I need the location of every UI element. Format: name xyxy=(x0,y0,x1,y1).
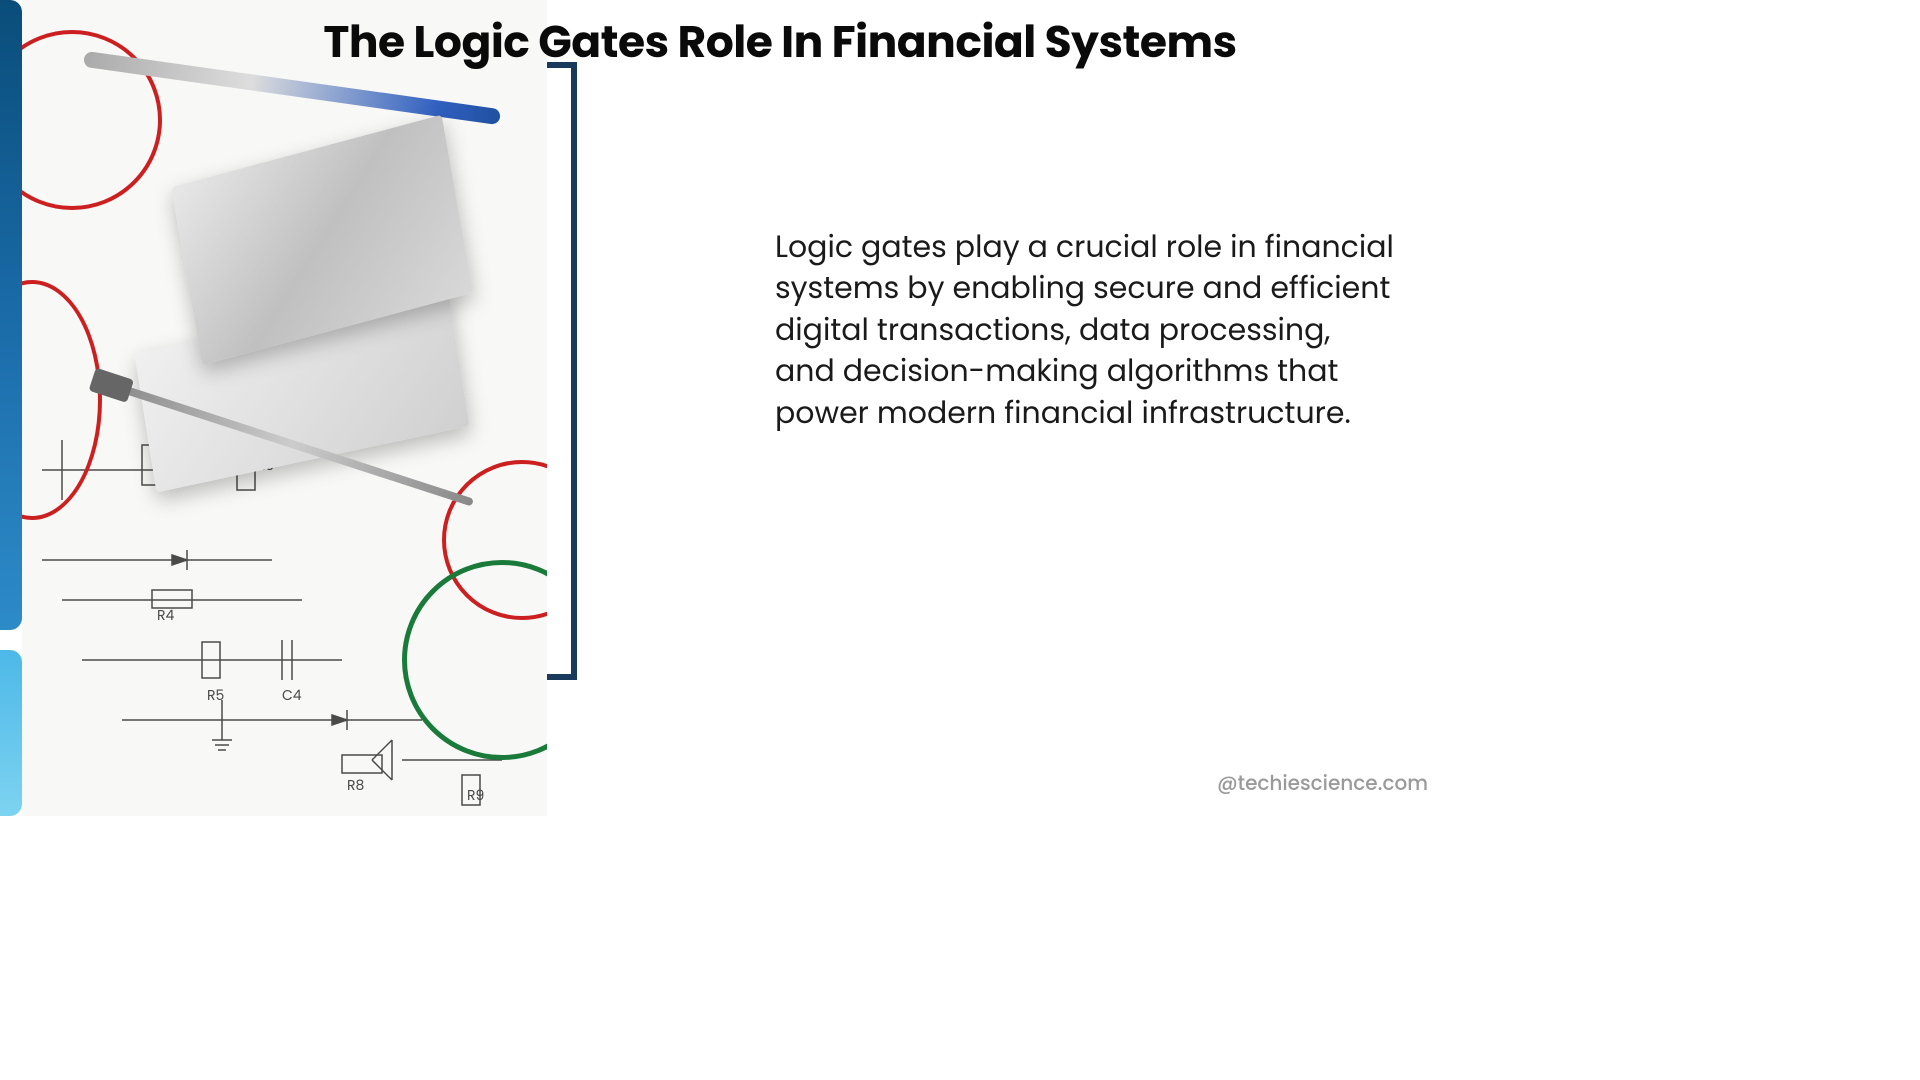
hero-image: R2 R4 R5 C4 R8 xyxy=(22,0,547,816)
red-wire-icon xyxy=(22,280,102,520)
slide-body-text: Logic gates play a crucial role in finan… xyxy=(775,226,1395,433)
slide-title: The Logic Gates Role In Financial System… xyxy=(240,10,1320,75)
side-accent-top xyxy=(0,0,22,630)
green-wire-icon xyxy=(402,560,547,760)
image-accent-frame xyxy=(547,62,577,680)
attribution-text: @techiescience.com xyxy=(1217,768,1428,798)
photo-objects xyxy=(22,0,547,816)
side-accent-bottom xyxy=(0,650,22,816)
